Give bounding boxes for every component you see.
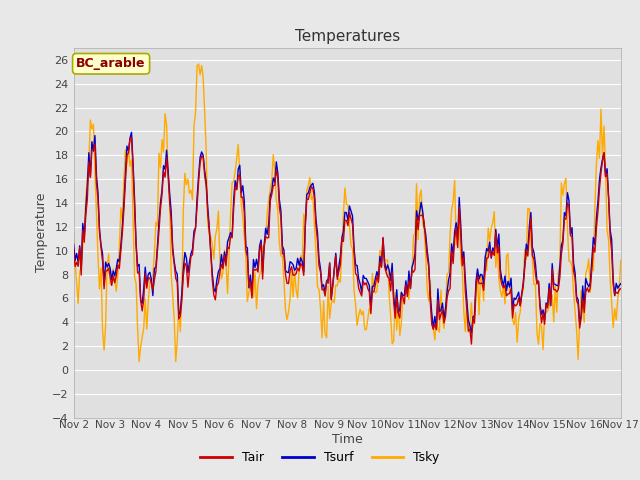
- Tsurf: [70, 241, 77, 247]
- Y-axis label: Temperature: Temperature: [35, 193, 48, 273]
- Tsky: [617, 257, 625, 263]
- Text: BC_arable: BC_arable: [76, 57, 146, 70]
- Tsky: [263, 211, 271, 217]
- Tair: [138, 308, 146, 314]
- Tair: [70, 248, 77, 254]
- Tsky: [70, 230, 77, 236]
- Title: Temperatures: Temperatures: [294, 29, 400, 44]
- Tsurf: [468, 330, 476, 336]
- Tair: [589, 244, 597, 250]
- Tsurf: [234, 166, 242, 172]
- Tsky: [589, 268, 597, 274]
- Tair: [234, 173, 242, 179]
- Legend: Tair, Tsurf, Tsky: Tair, Tsurf, Tsky: [195, 446, 445, 469]
- Tair: [468, 341, 476, 347]
- Tsurf: [253, 256, 260, 262]
- Line: Tsky: Tsky: [74, 64, 621, 361]
- Tsurf: [262, 226, 269, 231]
- Tair: [128, 134, 136, 140]
- Tsurf: [138, 300, 146, 306]
- Tsky: [312, 249, 320, 255]
- Tair: [310, 195, 318, 201]
- Tsurf: [310, 190, 318, 195]
- Tsky: [138, 335, 146, 340]
- Line: Tsurf: Tsurf: [74, 132, 621, 333]
- Tair: [617, 286, 625, 291]
- Tair: [253, 266, 260, 272]
- Tsky: [236, 169, 244, 175]
- Tsky: [254, 280, 262, 286]
- Line: Tair: Tair: [74, 137, 621, 344]
- Tsky: [195, 61, 202, 67]
- Tsurf: [617, 281, 625, 287]
- Tsurf: [128, 130, 136, 135]
- Tsurf: [589, 235, 597, 240]
- X-axis label: Time: Time: [332, 433, 363, 446]
- Tair: [262, 234, 269, 240]
- Tsky: [135, 359, 143, 364]
